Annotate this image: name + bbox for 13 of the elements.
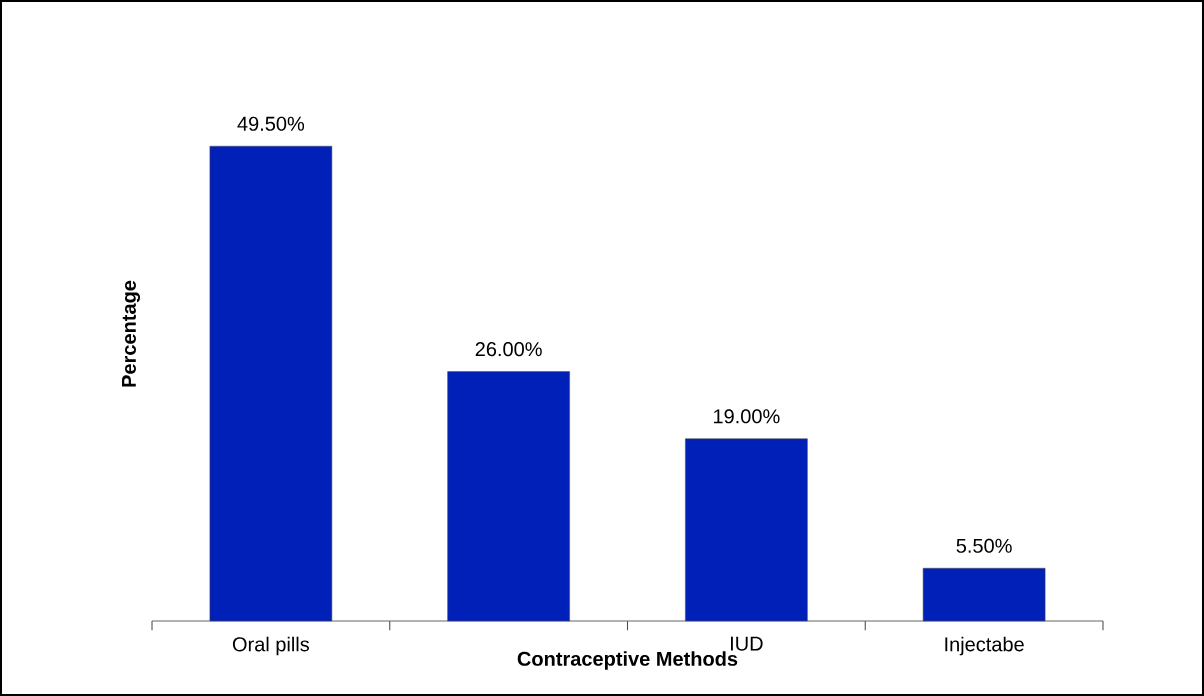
data-label: 49.50%: [237, 116, 305, 131]
x-tick-label: IUD: [730, 636, 763, 651]
bar: [922, 567, 1046, 622]
x-tick-label: Injectabe: [945, 636, 1024, 656]
data-label: 19.00%: [713, 409, 780, 424]
bar: [447, 371, 570, 622]
data-label: 26.00%: [475, 342, 542, 357]
y-axis-title: Percentage: [122, 280, 141, 387]
x-tick-label: Oral pills: [232, 636, 310, 656]
data-label: 5.50%: [956, 538, 1012, 553]
x-axis-title: Contraceptive Methods: [517, 651, 738, 670]
bar: [685, 438, 808, 622]
bar: [209, 145, 333, 622]
